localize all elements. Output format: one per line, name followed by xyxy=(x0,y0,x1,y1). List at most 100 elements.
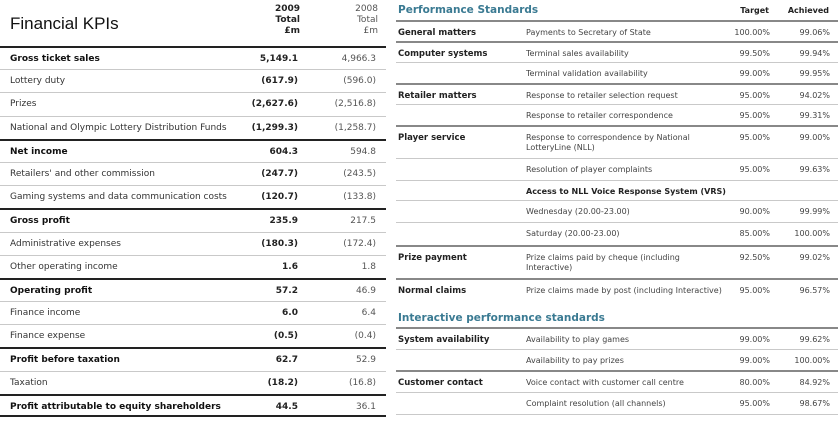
value-2009: 6.0 xyxy=(282,308,298,319)
row-category: General matters xyxy=(398,28,477,38)
value-2009: 235.9 xyxy=(269,216,298,227)
row-label: Gaming systems and data communication co… xyxy=(10,192,227,203)
value-2008: (0.4) xyxy=(354,331,376,342)
row-label: Other operating income xyxy=(10,261,118,272)
table-row: Availability to pay prizes 99.00% 100.00% xyxy=(396,349,838,370)
target-value: 92.50% xyxy=(739,253,770,262)
financial-kpis-table: Financial KPIs 2009 Total £m 2008 Total … xyxy=(0,0,386,425)
target-value: 85.00% xyxy=(739,229,770,238)
value-2009: (18.2) xyxy=(267,377,298,388)
row-description: Prize claims made by post (including Int… xyxy=(526,286,722,295)
value-2009: 604.3 xyxy=(269,146,298,157)
section-title-interactive: Interactive performance standards xyxy=(398,312,605,324)
row-description: Wednesday (20.00-23.00) xyxy=(526,207,630,216)
target-value: 95.00% xyxy=(739,399,770,408)
row-description: Response to correspondence by National L… xyxy=(526,133,690,152)
row-description: Terminal validation availability xyxy=(526,69,648,78)
table-row: Lottery duty (617.9) (596.0) xyxy=(0,69,386,92)
value-2009: (120.7) xyxy=(261,192,298,203)
row-description: Resolution of player complaints xyxy=(526,165,653,174)
row-category: Player service xyxy=(398,133,466,143)
table-row: Terminal validation availability 99.00% 99… xyxy=(396,62,838,83)
table-row: Normal claims Prize claims made by post (… xyxy=(396,278,838,309)
row-label: Retailers' and other commission xyxy=(10,168,155,179)
table-row: Gaming systems and data communication co… xyxy=(0,185,386,208)
row-description: Terminal sales availability xyxy=(526,49,629,58)
row-description: Response to retailer selection request xyxy=(526,91,678,100)
table-row: Profit before taxation 62.7 52.9 xyxy=(0,347,386,370)
achieved-value: 99.02% xyxy=(799,253,830,262)
table-row: Retailers' and other commission (247.7) (2… xyxy=(0,161,386,185)
value-2008: 4,966.3 xyxy=(341,54,376,64)
table-row: Operating profit 57.2 46.9 xyxy=(0,277,386,301)
value-2008: 6.4 xyxy=(361,308,376,319)
target-value: 95.00% xyxy=(739,286,770,295)
achieved-value: 100.00% xyxy=(794,356,830,365)
row-label: Gross ticket sales xyxy=(10,54,100,64)
table-row: Player service Response to correspondence… xyxy=(396,125,838,158)
row-label: Administrative expenses xyxy=(10,238,121,249)
row-category: Customer contact xyxy=(398,378,483,388)
target-value: 99.00% xyxy=(739,69,770,78)
financial-kpis-header: Financial KPIs 2009 Total £m 2008 Total … xyxy=(0,0,386,46)
achieved-value: 94.02% xyxy=(799,91,830,100)
table-row: Administrative expenses (180.3) (172.4) xyxy=(0,231,386,255)
achieved-value: 99.06% xyxy=(799,28,830,37)
value-2009: 62.7 xyxy=(275,355,298,366)
achieved-value: 98.67% xyxy=(799,399,830,408)
section-title-performance: Performance Standards xyxy=(398,4,539,16)
row-description: Availability to pay prizes xyxy=(526,356,624,365)
table-row: Computer systems Terminal sales availabil… xyxy=(396,41,838,62)
table-row: Taxation (18.2) (16.8) xyxy=(0,370,386,394)
table-row: Net income 604.3 594.8 xyxy=(0,138,386,162)
row-label: Net income xyxy=(10,146,68,157)
performance-rows: General matters Payments to Secretary of … xyxy=(396,20,838,309)
row-description: Payments to Secretary of State xyxy=(526,28,651,37)
target-value: 95.00% xyxy=(739,133,770,142)
row-description: Prize claims paid by cheque (including I… xyxy=(526,253,680,272)
row-label: Lottery duty xyxy=(10,76,66,87)
table-row: Complaint resolution (all channels) 95.00… xyxy=(396,392,838,415)
row-category: Normal claims xyxy=(398,286,467,296)
target-value: 80.00% xyxy=(739,378,770,387)
row-description: Access to NLL Voice Response System (VRS… xyxy=(526,187,726,196)
value-2009: (180.3) xyxy=(261,238,298,249)
value-2009: (0.5) xyxy=(273,331,298,342)
table-row: Response to retailer correspondence 95.00… xyxy=(396,104,838,125)
table-row: General matters Payments to Secretary of … xyxy=(396,20,838,41)
value-2008: 46.9 xyxy=(355,285,376,296)
value-2009: 5,149.1 xyxy=(259,54,298,64)
row-category: Prize payment xyxy=(398,253,467,263)
table-row: National and Olympic Lottery Distributio… xyxy=(0,115,386,139)
row-category: System availability xyxy=(398,335,490,345)
target-value: 95.00% xyxy=(739,111,770,120)
row-label: Taxation xyxy=(10,377,48,388)
performance-standards-table: Performance Standards Target Achieved Ge… xyxy=(396,0,838,425)
table-row: System availability Availability to play … xyxy=(396,327,838,349)
page-title: Financial KPIs xyxy=(10,14,119,33)
table-row: Customer contact Voice contact with custo… xyxy=(396,370,838,392)
row-description: Complaint resolution (all channels) xyxy=(526,399,666,408)
achieved-header: Achieved xyxy=(787,6,829,15)
row-category: Computer systems xyxy=(398,49,488,59)
row-label: Profit attributable to equity shareholde… xyxy=(10,401,221,412)
column-header-2008: 2008 Total £m xyxy=(355,4,378,36)
achieved-value: 99.00% xyxy=(799,133,830,142)
value-2009: (2,627.6) xyxy=(251,99,298,110)
table-row: Wednesday (20.00-23.00) 90.00% 99.99% xyxy=(396,200,838,222)
value-2009: (247.7) xyxy=(261,168,298,179)
value-2009: (617.9) xyxy=(261,76,298,87)
target-value: 95.00% xyxy=(739,165,770,174)
table-row: Prizes (2,627.6) (2,516.8) xyxy=(0,92,386,115)
value-2009: 44.5 xyxy=(275,401,298,412)
achieved-value: 100.00% xyxy=(794,229,830,238)
table-row: Resolution of player complaints 95.00% 99.… xyxy=(396,158,838,180)
row-label: Finance expense xyxy=(10,331,86,342)
target-value: 100.00% xyxy=(734,28,770,37)
value-2008: (16.8) xyxy=(348,377,376,388)
target-value: 95.00% xyxy=(739,91,770,100)
value-2008: 1.8 xyxy=(361,261,376,272)
target-value: 99.00% xyxy=(739,335,770,344)
table-row: Saturday (20.00-23.00) 85.00% 100.00% xyxy=(396,222,838,245)
performance-header: Performance Standards Target Achieved xyxy=(396,0,838,20)
